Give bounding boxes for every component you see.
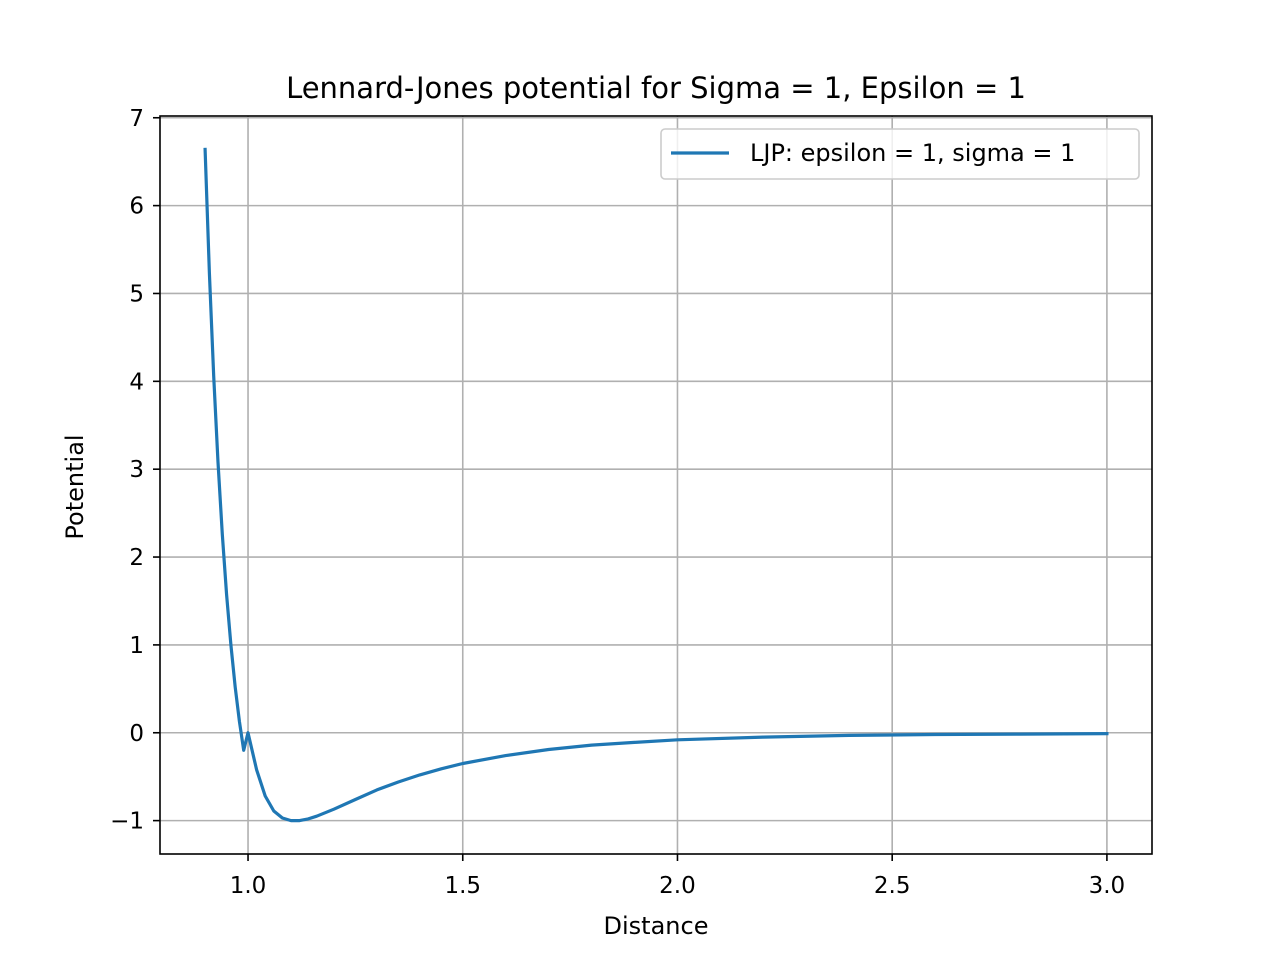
- y-tick-label: 0: [129, 721, 144, 747]
- y-tick-label: 7: [129, 106, 144, 132]
- y-tick-label: 4: [129, 369, 144, 395]
- y-tick-label: 3: [129, 457, 144, 483]
- y-tick-label: −1: [110, 809, 144, 835]
- axes-frame: [159, 115, 1153, 855]
- axis-ticks: 1.0 1.5 2.0 2.5 3.0 −1 0 1 2 3 4 5 6 7: [110, 106, 1125, 899]
- chart-title: Lennard-Jones potential for Sigma = 1, E…: [286, 71, 1026, 105]
- y-tick-label: 6: [129, 194, 144, 220]
- series-line: [203, 147, 1109, 823]
- grid: [160, 116, 1152, 854]
- x-axis-label: Distance: [604, 912, 709, 940]
- x-tick-label: 2.0: [659, 873, 696, 899]
- y-tick-label: 2: [129, 545, 144, 571]
- x-tick-label: 2.5: [874, 873, 911, 899]
- y-axis-label: Potential: [61, 434, 89, 539]
- y-tick-label: 5: [129, 281, 144, 307]
- legend: LJP: epsilon = 1, sigma = 1: [660, 128, 1140, 180]
- x-tick-label: 1.0: [230, 873, 267, 899]
- x-tick-label: 3.0: [1089, 873, 1126, 899]
- x-tick-label: 1.5: [444, 873, 481, 899]
- legend-label: LJP: epsilon = 1, sigma = 1: [750, 139, 1075, 167]
- series-layer: [203, 147, 1109, 823]
- y-tick-label: 1: [129, 633, 144, 659]
- legend-box: [660, 128, 1140, 180]
